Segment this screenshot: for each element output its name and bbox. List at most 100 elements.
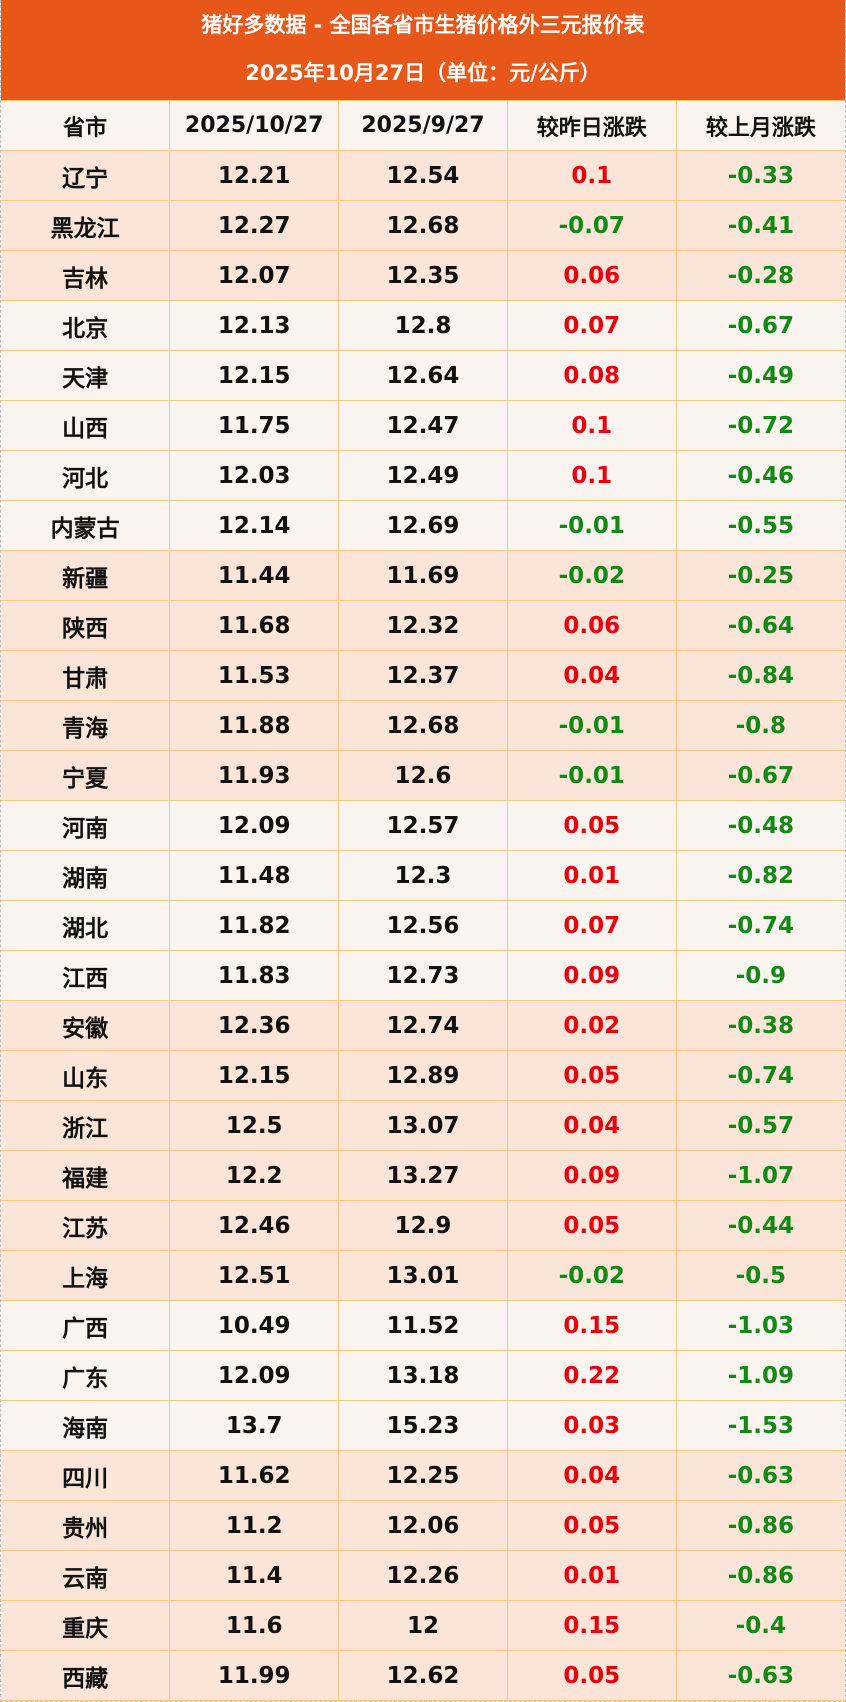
day-change-cell: 0.06 bbox=[506, 600, 677, 651]
day-change-cell: 0.02 bbox=[506, 1000, 677, 1051]
province-cell: 陕西 bbox=[1, 600, 171, 651]
table-row: 福建 12.2 13.27 0.09 -1.07 bbox=[1, 1150, 845, 1201]
month-change-cell: -0.86 bbox=[675, 1550, 845, 1601]
day-change-cell: 0.1 bbox=[506, 450, 677, 501]
last-month-price-cell: 13.27 bbox=[338, 1150, 508, 1201]
today-price-cell: 12.46 bbox=[169, 1200, 340, 1251]
today-price-cell: 11.62 bbox=[169, 1450, 340, 1501]
province-cell: 湖南 bbox=[1, 850, 171, 901]
last-month-price-cell: 12.54 bbox=[338, 150, 508, 201]
last-month-price-cell: 12.68 bbox=[338, 700, 508, 751]
column-header-today: 2025/10/27 bbox=[169, 100, 340, 151]
table-row: 内蒙古 12.14 12.69 -0.01 -0.55 bbox=[1, 500, 845, 551]
day-change-cell: 0.15 bbox=[506, 1600, 677, 1651]
last-month-price-cell: 12.9 bbox=[338, 1200, 508, 1251]
month-change-cell: -0.48 bbox=[675, 800, 845, 851]
today-price-cell: 11.6 bbox=[169, 1600, 340, 1651]
day-change-cell: 0.07 bbox=[506, 300, 677, 351]
today-price-cell: 12.21 bbox=[169, 150, 340, 201]
month-change-cell: -0.72 bbox=[675, 400, 845, 451]
province-cell: 广东 bbox=[1, 1350, 171, 1401]
last-month-price-cell: 12.62 bbox=[338, 1650, 508, 1701]
today-price-cell: 11.82 bbox=[169, 900, 340, 951]
table-row: 海南 13.7 15.23 0.03 -1.53 bbox=[1, 1400, 845, 1451]
day-change-cell: 0.05 bbox=[506, 1500, 677, 1551]
day-change-cell: 0.09 bbox=[506, 1150, 677, 1201]
last-month-price-cell: 12.37 bbox=[338, 650, 508, 701]
today-price-cell: 12.07 bbox=[169, 250, 340, 301]
day-change-cell: -0.01 bbox=[506, 750, 677, 801]
last-month-price-cell: 12.64 bbox=[338, 350, 508, 401]
last-month-price-cell: 11.52 bbox=[338, 1300, 508, 1351]
day-change-cell: 0.07 bbox=[506, 900, 677, 951]
province-cell: 西藏 bbox=[1, 1650, 171, 1701]
month-change-cell: -0.28 bbox=[675, 250, 845, 301]
month-change-cell: -0.64 bbox=[675, 600, 845, 651]
today-price-cell: 11.83 bbox=[169, 950, 340, 1001]
title-banner: 猪好多数据 - 全国各省市生猪价格外三元报价表 2025年10月27日（单位：元… bbox=[1, 0, 845, 100]
month-change-cell: -0.38 bbox=[675, 1000, 845, 1051]
day-change-cell: 0.03 bbox=[506, 1400, 677, 1451]
day-change-cell: 0.05 bbox=[506, 1650, 677, 1701]
province-cell: 广西 bbox=[1, 1300, 171, 1351]
today-price-cell: 12.13 bbox=[169, 300, 340, 351]
last-month-price-cell: 12.25 bbox=[338, 1450, 508, 1501]
province-cell: 云南 bbox=[1, 1550, 171, 1601]
table-row: 广西 10.49 11.52 0.15 -1.03 bbox=[1, 1300, 845, 1351]
province-cell: 黑龙江 bbox=[1, 200, 171, 251]
table-row: 河北 12.03 12.49 0.1 -0.46 bbox=[1, 450, 845, 501]
today-price-cell: 12.27 bbox=[169, 200, 340, 251]
last-month-price-cell: 12.89 bbox=[338, 1050, 508, 1101]
today-price-cell: 12.15 bbox=[169, 350, 340, 401]
month-change-cell: -0.49 bbox=[675, 350, 845, 401]
last-month-price-cell: 15.23 bbox=[338, 1400, 508, 1451]
month-change-cell: -0.63 bbox=[675, 1450, 845, 1501]
table-row: 贵州 11.2 12.06 0.05 -0.86 bbox=[1, 1500, 845, 1551]
today-price-cell: 12.2 bbox=[169, 1150, 340, 1201]
day-change-cell: -0.07 bbox=[506, 200, 677, 251]
today-price-cell: 11.4 bbox=[169, 1550, 340, 1601]
last-month-price-cell: 13.18 bbox=[338, 1350, 508, 1401]
province-cell: 贵州 bbox=[1, 1500, 171, 1551]
last-month-price-cell: 12.57 bbox=[338, 800, 508, 851]
day-change-cell: 0.15 bbox=[506, 1300, 677, 1351]
month-change-cell: -0.67 bbox=[675, 300, 845, 351]
day-change-cell: 0.1 bbox=[506, 150, 677, 201]
month-change-cell: -0.84 bbox=[675, 650, 845, 701]
province-cell: 安徽 bbox=[1, 1000, 171, 1051]
today-price-cell: 11.68 bbox=[169, 600, 340, 651]
month-change-cell: -0.63 bbox=[675, 1650, 845, 1701]
day-change-cell: 0.01 bbox=[506, 1550, 677, 1601]
province-cell: 山东 bbox=[1, 1050, 171, 1101]
province-cell: 甘肃 bbox=[1, 650, 171, 701]
month-change-cell: -0.44 bbox=[675, 1200, 845, 1251]
table-row: 浙江 12.5 13.07 0.04 -0.57 bbox=[1, 1100, 845, 1151]
table-row: 重庆 11.6 12 0.15 -0.4 bbox=[1, 1600, 845, 1651]
last-month-price-cell: 12.74 bbox=[338, 1000, 508, 1051]
province-cell: 四川 bbox=[1, 1450, 171, 1501]
today-price-cell: 12.09 bbox=[169, 800, 340, 851]
month-change-cell: -0.4 bbox=[675, 1600, 845, 1651]
today-price-cell: 11.2 bbox=[169, 1500, 340, 1551]
table-row: 新疆 11.44 11.69 -0.02 -0.25 bbox=[1, 550, 845, 601]
day-change-cell: 0.05 bbox=[506, 1050, 677, 1101]
today-price-cell: 12.15 bbox=[169, 1050, 340, 1101]
province-cell: 福建 bbox=[1, 1150, 171, 1201]
day-change-cell: 0.05 bbox=[506, 800, 677, 851]
table-row: 上海 12.51 13.01 -0.02 -0.5 bbox=[1, 1250, 845, 1301]
province-cell: 江西 bbox=[1, 950, 171, 1001]
table-row: 甘肃 11.53 12.37 0.04 -0.84 bbox=[1, 650, 845, 701]
table-body: 辽宁 12.21 12.54 0.1 -0.33 黑龙江 12.27 12.68 -0.07 -0… bbox=[1, 150, 845, 1701]
last-month-price-cell: 11.69 bbox=[338, 550, 508, 601]
column-header-day-change: 较昨日涨跌 bbox=[506, 100, 677, 151]
table-row: 宁夏 11.93 12.6 -0.01 -0.67 bbox=[1, 750, 845, 801]
month-change-cell: -0.82 bbox=[675, 850, 845, 901]
table-row: 四川 11.62 12.25 0.04 -0.63 bbox=[1, 1450, 845, 1501]
last-month-price-cell: 12.73 bbox=[338, 950, 508, 1001]
table-row: 江苏 12.46 12.9 0.05 -0.44 bbox=[1, 1200, 845, 1251]
today-price-cell: 11.99 bbox=[169, 1650, 340, 1701]
table-title: 猪好多数据 - 全国各省市生猪价格外三元报价表 bbox=[201, 13, 645, 37]
province-cell: 上海 bbox=[1, 1250, 171, 1301]
province-cell: 天津 bbox=[1, 350, 171, 401]
